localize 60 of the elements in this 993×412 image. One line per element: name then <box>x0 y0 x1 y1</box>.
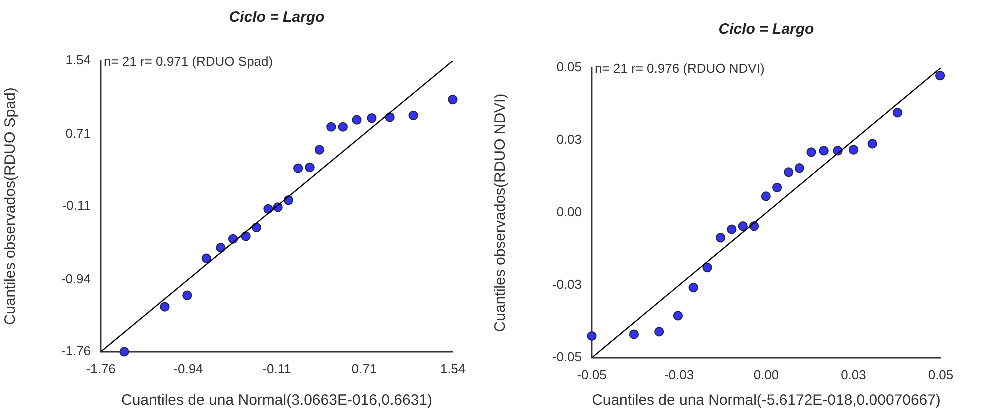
point <box>448 95 458 105</box>
point <box>784 168 794 178</box>
point <box>408 110 418 120</box>
point <box>673 311 684 321</box>
y-tick-label: 0.00 <box>556 204 582 220</box>
point <box>738 222 748 232</box>
point <box>629 330 640 340</box>
y-tick-label: -1.76 <box>61 344 91 359</box>
point <box>587 331 597 342</box>
y-tick-label: 0.05 <box>556 60 582 75</box>
point <box>305 162 315 172</box>
point <box>367 114 377 124</box>
point <box>702 263 712 273</box>
x-tick-label: 0.05 <box>928 367 954 382</box>
annotation: n= 21 r= 0.976 (RDUO NDVI) <box>595 61 765 76</box>
x-tick-label: -1.76 <box>86 361 116 376</box>
y-tick-label: -0.05 <box>552 350 582 365</box>
point <box>654 327 664 337</box>
y-axis-title: Cuantiles observados(RDUO Spad) <box>2 88 20 326</box>
chart-title: Ciclo = Largo <box>229 9 325 26</box>
point <box>182 290 192 300</box>
x-tick-label: 0.71 <box>352 361 378 376</box>
point <box>806 148 816 158</box>
annotation: n= 21 r= 0.971 (RDUO Spad) <box>104 54 274 70</box>
x-tick-label: -0.94 <box>174 361 204 376</box>
point <box>120 347 130 357</box>
point <box>892 108 903 118</box>
point <box>688 283 698 293</box>
y-tick-label: 0.03 <box>556 132 582 148</box>
x-axis-title: Cuantiles de una Normal(3.0663E-016,0.6631) <box>121 392 433 410</box>
point <box>727 224 737 234</box>
point <box>761 192 771 202</box>
point <box>716 233 726 243</box>
point <box>314 145 324 155</box>
y-tick-label: -0.11 <box>62 198 91 214</box>
x-tick-label: 1.54 <box>440 361 466 376</box>
x-tick-label: 0.00 <box>754 367 780 382</box>
point <box>794 164 804 174</box>
chart-title: Ciclo = Largo <box>718 21 814 38</box>
point <box>868 139 878 149</box>
point <box>160 302 170 312</box>
x-tick-label: 0.03 <box>841 367 866 382</box>
x-tick-label: -0.03 <box>664 367 694 382</box>
point <box>848 145 859 155</box>
point <box>326 122 336 132</box>
y-tick-label: 1.54 <box>66 52 91 68</box>
point <box>936 71 946 81</box>
point <box>202 254 212 264</box>
y-tick-label: -0.03 <box>552 277 582 292</box>
y-tick-label: 0.71 <box>66 126 91 141</box>
x-axis-title: Cuantiles de una Normal(-5.6172E-018,0.00070667) <box>592 392 941 410</box>
x-tick-label: -0.05 <box>577 367 607 382</box>
point <box>772 182 782 193</box>
y-tick-label: -0.94 <box>61 271 91 286</box>
x-tick-label: -0.11 <box>262 361 292 376</box>
point <box>819 146 829 156</box>
point <box>352 115 362 125</box>
point <box>338 122 348 132</box>
point <box>294 164 304 174</box>
y-axis-title: Cuantiles observados(RDUO NDVI) <box>492 94 510 332</box>
